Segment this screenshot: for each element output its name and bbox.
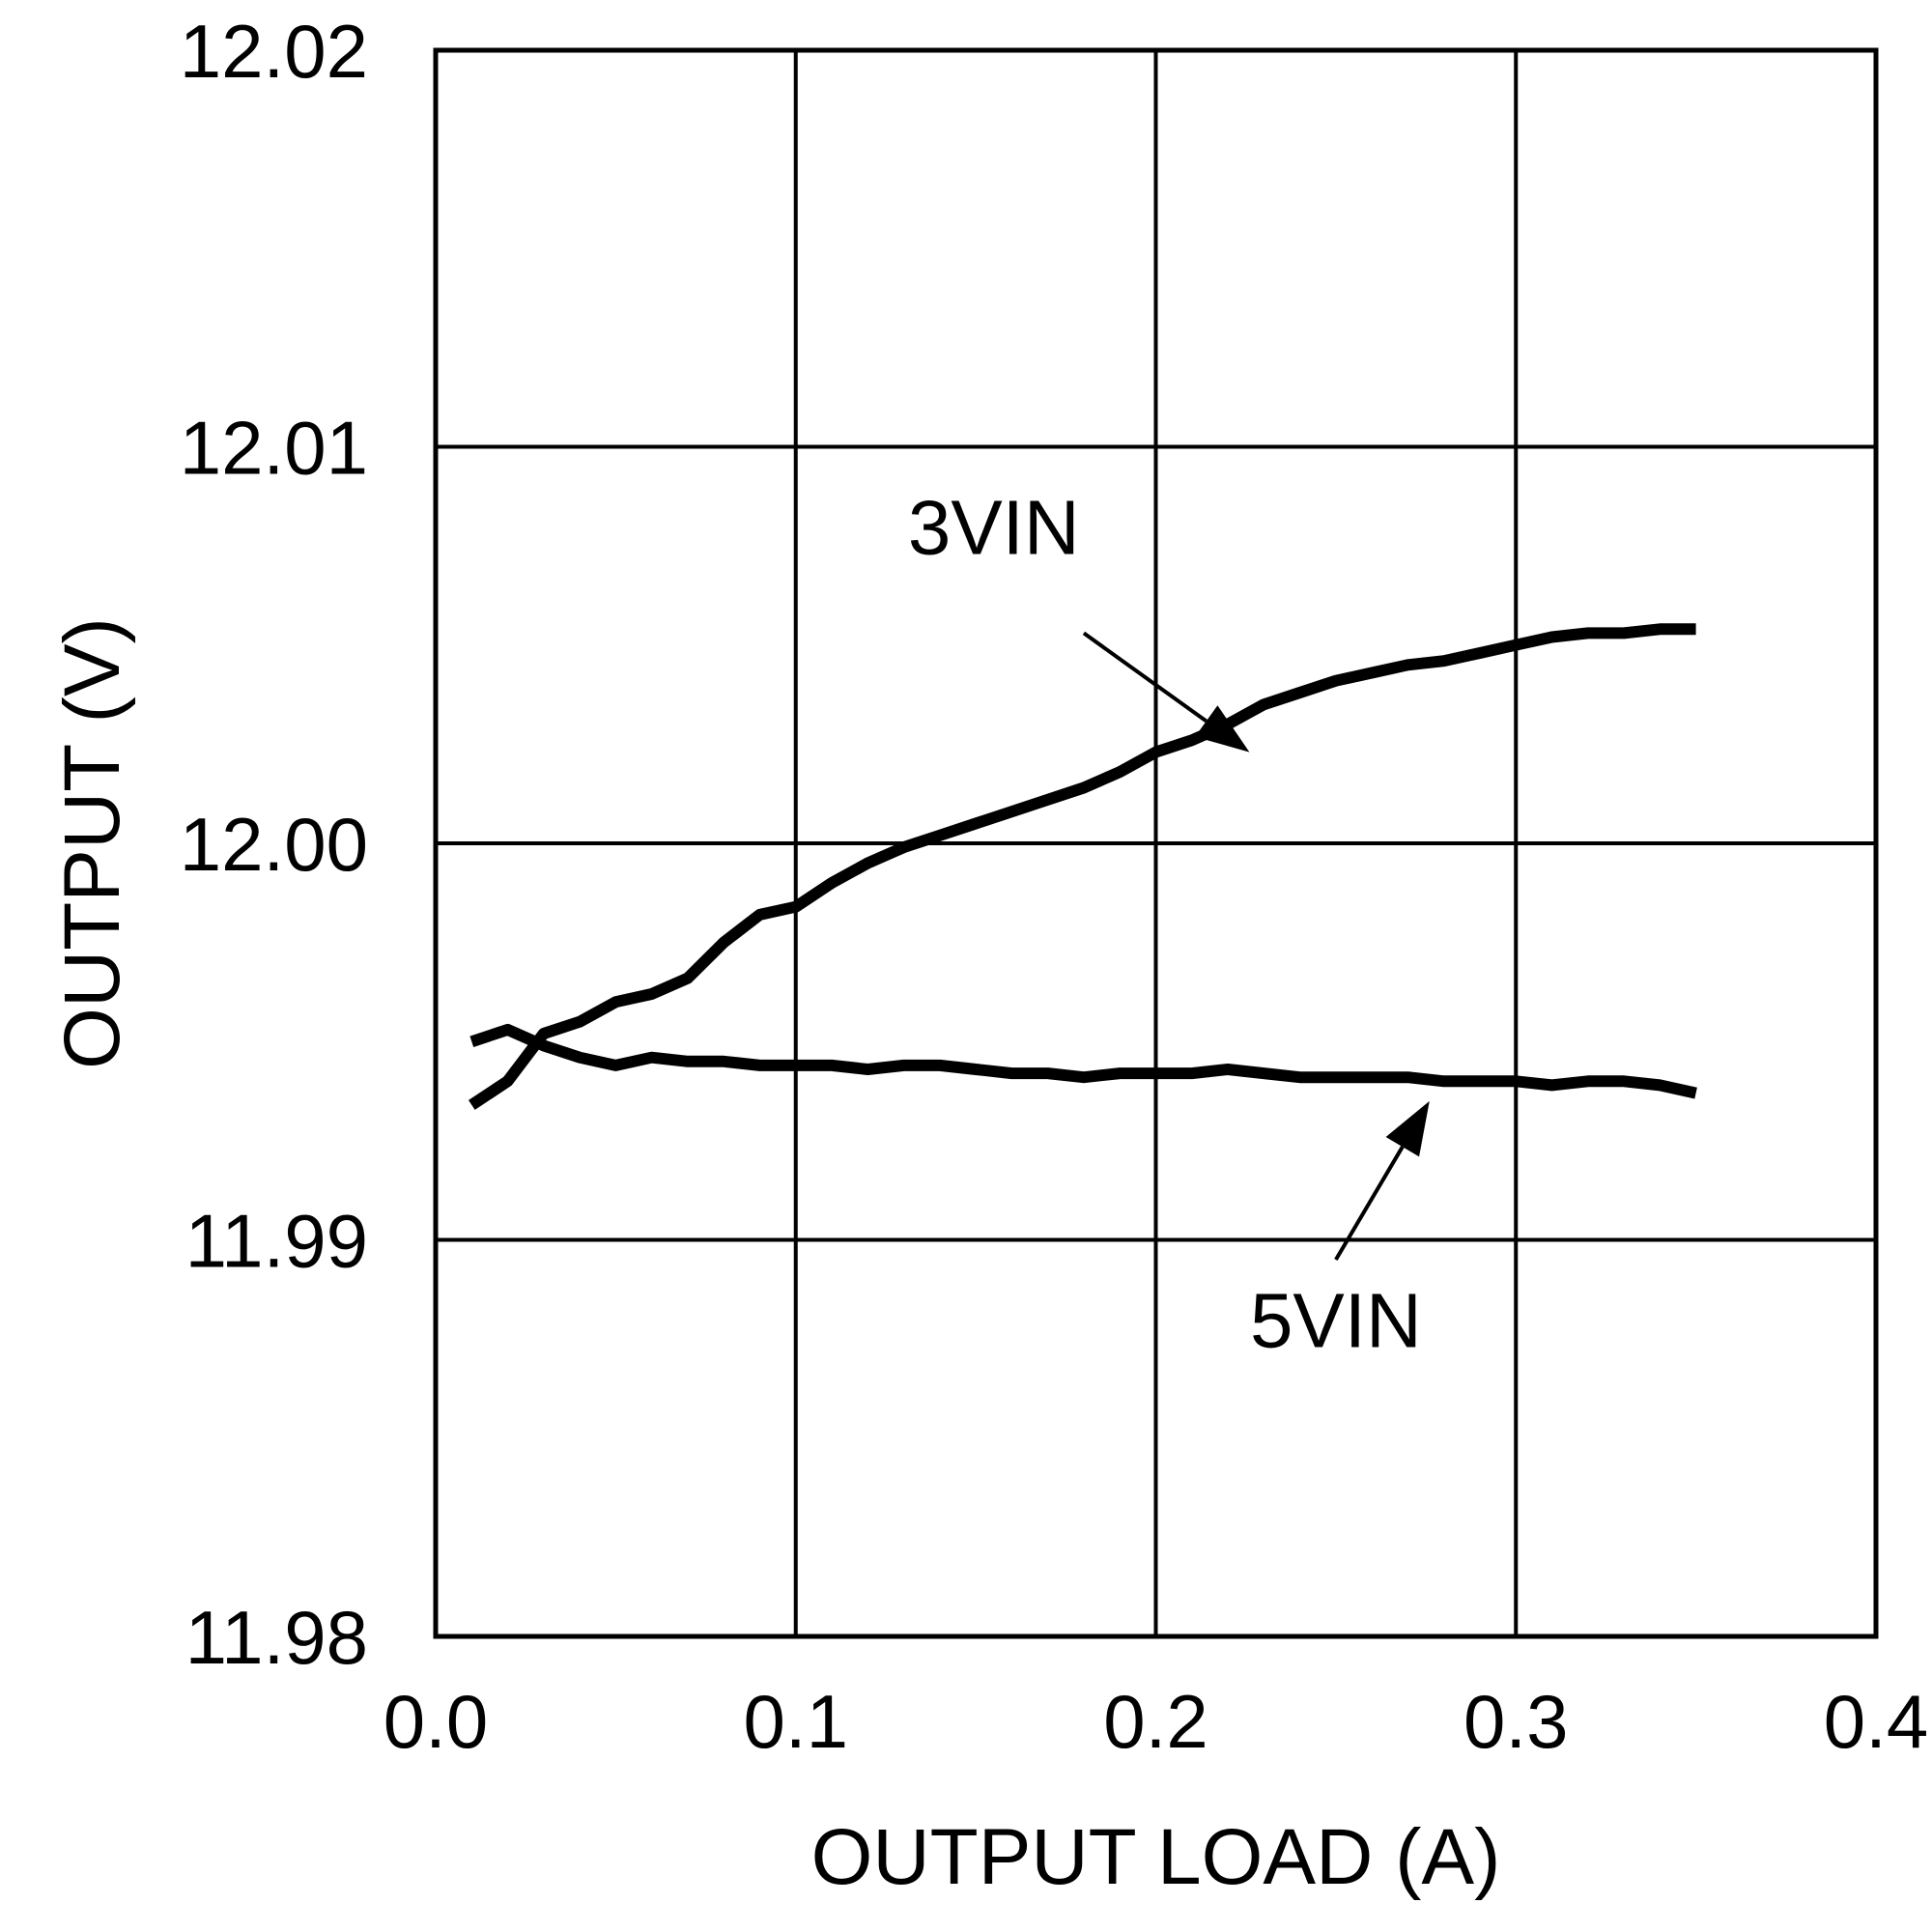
plot-frame (433, 47, 1879, 1639)
x-axis-label: OUTPUT LOAD (A) (811, 1813, 1501, 1901)
y-tick-label: 11.98 (185, 1595, 368, 1680)
x-tick-label: 0.3 (1463, 1679, 1568, 1764)
annotation-label-3vin: 3VIN (908, 484, 1080, 570)
series-line-3vin (468, 623, 1696, 1110)
series-line-5vin (469, 1023, 1697, 1099)
y-tick-label: 12.00 (180, 802, 368, 887)
x-tick-label: 0.4 (1824, 1679, 1928, 1764)
annotation-arrowhead-3vin (1195, 705, 1250, 753)
y-axis-label: OUTPUT (V) (48, 617, 136, 1069)
x-tick-labels: 0.0 0.1 0.2 0.3 0.4 (384, 1679, 1928, 1764)
grid (436, 50, 1876, 1636)
y-tick-label: 11.99 (185, 1199, 368, 1284)
y-tick-labels: 11.98 11.99 12.00 12.01 12.02 (180, 9, 368, 1680)
annotation-arrow-3vin (1082, 631, 1208, 724)
annotation-layer: 3VIN 5VIN (908, 484, 1430, 1363)
annotation-arrowhead-5vin (1385, 1100, 1430, 1157)
x-tick-label: 0.1 (744, 1679, 848, 1764)
y-tick-label: 12.01 (180, 406, 368, 491)
annotation-label-5vin: 5VIN (1250, 1277, 1422, 1363)
annotation-arrow-5vin (1334, 1146, 1405, 1262)
y-tick-label: 12.02 (180, 9, 368, 94)
x-tick-label: 0.2 (1103, 1679, 1208, 1764)
series-layer (468, 623, 1697, 1110)
x-tick-label: 0.0 (384, 1679, 488, 1764)
